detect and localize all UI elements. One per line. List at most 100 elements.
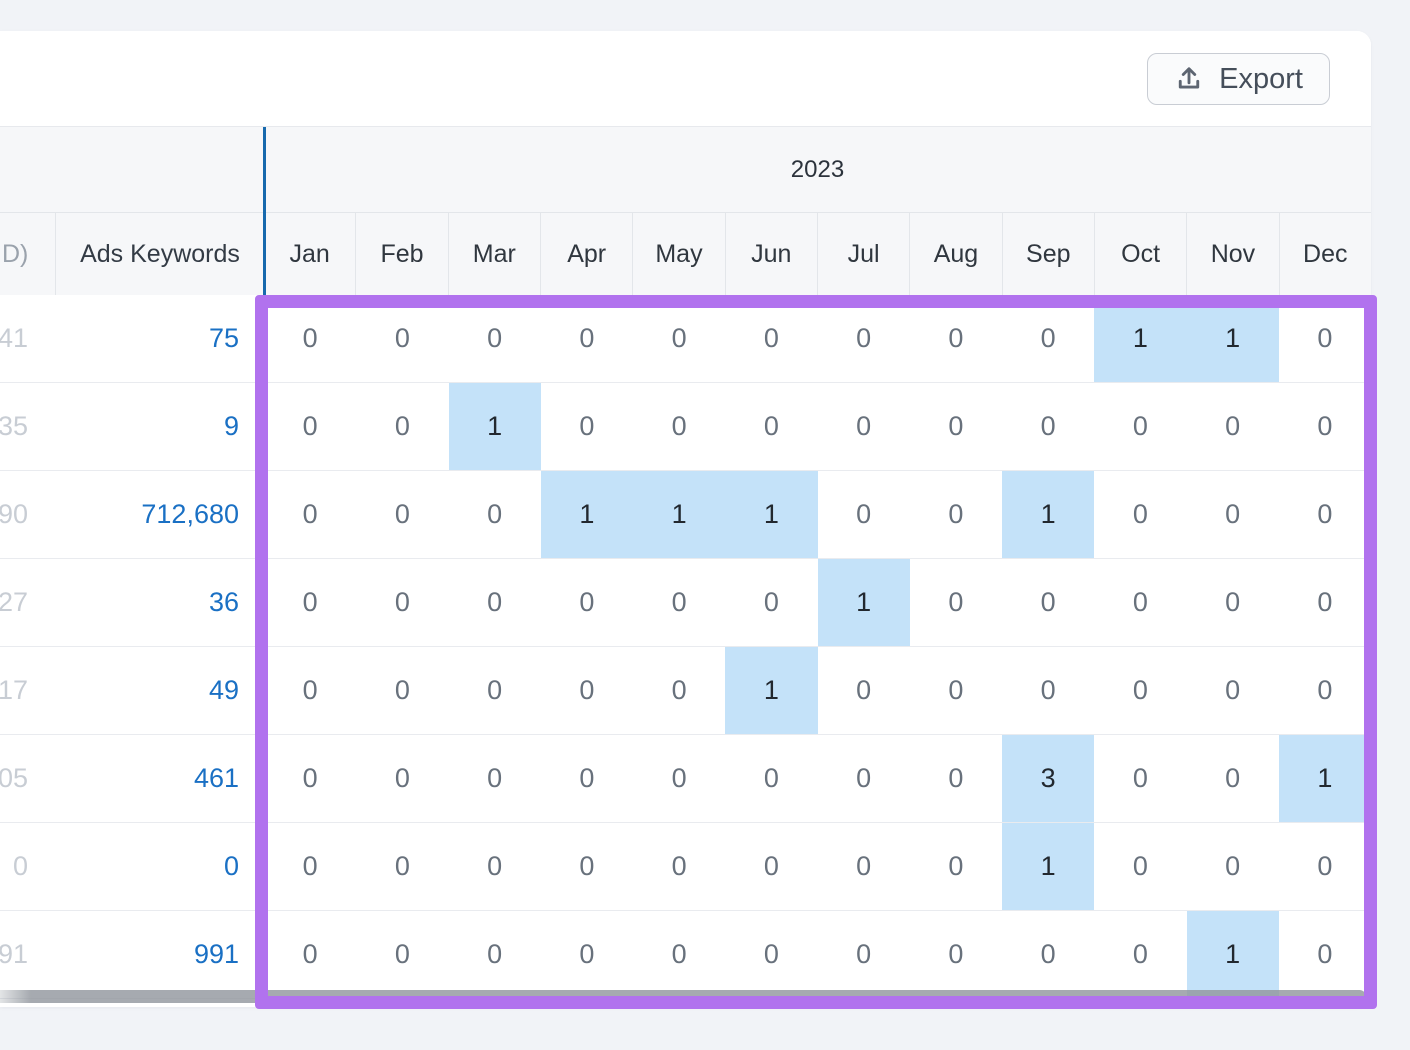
month-value-cell: 0 [1040, 587, 1056, 617]
month-values: 0 0 1 0 0 0 0 0 0 0 0 0 [264, 383, 1371, 470]
month-value-cell: 0 [579, 675, 595, 705]
table-row: 35 9 0 0 1 0 0 0 0 0 0 0 0 0 [0, 383, 1371, 471]
month-value-cell: 0 [671, 939, 687, 969]
month-values: 0 0 0 0 0 0 1 0 0 0 0 0 [264, 559, 1371, 646]
month-value-cell: 0 [1225, 851, 1241, 881]
row-id-partial: 27 [0, 587, 28, 617]
ads-keywords-value-link[interactable]: 36 [208, 587, 239, 617]
month-value-cell: 0 [671, 411, 687, 441]
month-value-cell: 0 [1132, 411, 1148, 441]
month-value-cell: 0 [1225, 587, 1241, 617]
month-value-cell: 0 [671, 323, 687, 353]
month-value-cell: 0 [487, 323, 503, 353]
month-value-cell: 0 [856, 323, 872, 353]
month-value-cell: 0 [763, 939, 779, 969]
month-value-cell: 0 [856, 411, 872, 441]
month-value-cell: 0 [1317, 587, 1333, 617]
month-value-cell: 0 [394, 939, 410, 969]
month-value-cell: 0 [856, 499, 872, 529]
month-value-cell: 0 [579, 763, 595, 793]
ads-keywords-cell: 36 [55, 559, 264, 646]
month-value-cell: 0 [394, 587, 410, 617]
month-header-dec: Dec [1278, 213, 1371, 295]
month-value-cell: 0 [856, 763, 872, 793]
month-values: 0 0 0 0 0 0 0 0 1 0 0 0 [264, 823, 1371, 910]
month-value-cell: 0 [948, 851, 964, 881]
month-value-cell: 0 [671, 851, 687, 881]
month-value-cell: 0 [1317, 939, 1333, 969]
month-value-cell: 1 [725, 647, 818, 734]
month-value-cell: 0 [1225, 763, 1241, 793]
export-button[interactable]: Export [1147, 53, 1330, 105]
year-header: 2023 [790, 155, 845, 183]
month-header-apr: Apr [539, 213, 632, 295]
table-row: 27 36 0 0 0 0 0 0 1 0 0 0 0 0 [0, 559, 1371, 647]
horizontal-scrollbar-thumb[interactable] [0, 990, 1366, 1003]
month-value-cell: 1 [1094, 295, 1187, 382]
month-value-cell: 1 [1186, 911, 1279, 998]
month-value-cell: 0 [671, 763, 687, 793]
month-header-nov: Nov [1186, 213, 1278, 295]
row-id-partial: 91 [0, 939, 28, 969]
ads-keywords-value-link[interactable]: 461 [193, 763, 239, 793]
month-header-jul: Jul [816, 213, 909, 295]
ads-keywords-value-link[interactable]: 9 [223, 411, 239, 441]
month-value-cell: 0 [302, 851, 318, 881]
ads-keywords-value-link[interactable]: 75 [208, 323, 239, 353]
ads-keywords-value-link[interactable]: 712,680 [141, 499, 239, 529]
month-value-cell: 0 [487, 499, 503, 529]
month-value-cell: 0 [394, 499, 410, 529]
month-value-cell: 1 [1186, 295, 1279, 382]
month-value-cell: 0 [763, 763, 779, 793]
month-value-cell: 0 [1225, 499, 1241, 529]
month-value-cell: 1 [1002, 823, 1095, 910]
ads-keywords-cell: 712,680 [55, 471, 264, 558]
month-value-cell: 0 [1040, 323, 1056, 353]
month-value-cell: 0 [487, 851, 503, 881]
month-value-cell: 0 [394, 323, 410, 353]
month-value-cell: 0 [302, 411, 318, 441]
month-value-cell: 0 [1132, 675, 1148, 705]
month-value-cell: 0 [763, 851, 779, 881]
ads-keywords-cell: 991 [55, 911, 264, 998]
month-values: 0 0 0 0 0 0 0 0 3 0 0 1 [264, 735, 1371, 822]
month-value-cell: 0 [302, 675, 318, 705]
row-id-partial: 17 [0, 675, 28, 705]
ads-keywords-value-link[interactable]: 991 [193, 939, 239, 969]
month-value-cell: 0 [763, 587, 779, 617]
month-value-cell: 0 [671, 675, 687, 705]
truncated-column-header: D) [2, 239, 29, 268]
month-value-cell: 0 [487, 587, 503, 617]
month-value-cell: 1 [540, 471, 633, 558]
month-value-cell: 0 [948, 323, 964, 353]
month-value-cell: 1 [1278, 735, 1371, 822]
month-value-cell: 0 [948, 411, 964, 441]
month-value-cell: 0 [394, 851, 410, 881]
month-value-cell: 1 [725, 471, 818, 558]
month-value-cell: 0 [856, 939, 872, 969]
month-value-cell: 0 [302, 587, 318, 617]
month-value-cell: 0 [1132, 499, 1148, 529]
month-value-cell: 0 [856, 675, 872, 705]
row-id-partial: 35 [0, 411, 28, 441]
ads-keywords-cell: 75 [55, 295, 264, 382]
month-value-cell: 0 [1317, 411, 1333, 441]
ads-keywords-column-header[interactable]: Ads Keywords [55, 213, 264, 295]
month-value-cell: 0 [671, 587, 687, 617]
ads-keywords-value-link[interactable]: 0 [223, 851, 239, 881]
month-value-cell: 0 [579, 851, 595, 881]
ads-keywords-value-link[interactable]: 49 [208, 675, 239, 705]
month-value-cell: 0 [487, 763, 503, 793]
month-value-cell: 0 [487, 675, 503, 705]
month-value-cell: 0 [948, 763, 964, 793]
ads-keywords-cell: 49 [55, 647, 264, 734]
month-value-cell: 0 [302, 323, 318, 353]
row-id-partial: 90 [0, 499, 28, 529]
month-value-cell: 0 [302, 763, 318, 793]
month-value-cell: 0 [1040, 411, 1056, 441]
month-value-cell: 0 [1317, 675, 1333, 705]
month-value-cell: 0 [1225, 411, 1241, 441]
month-value-cell: 1 [1002, 471, 1095, 558]
month-headers: Jan Feb Mar Apr May Jun Jul Aug Sep Oct Nov Dec [264, 213, 1371, 295]
